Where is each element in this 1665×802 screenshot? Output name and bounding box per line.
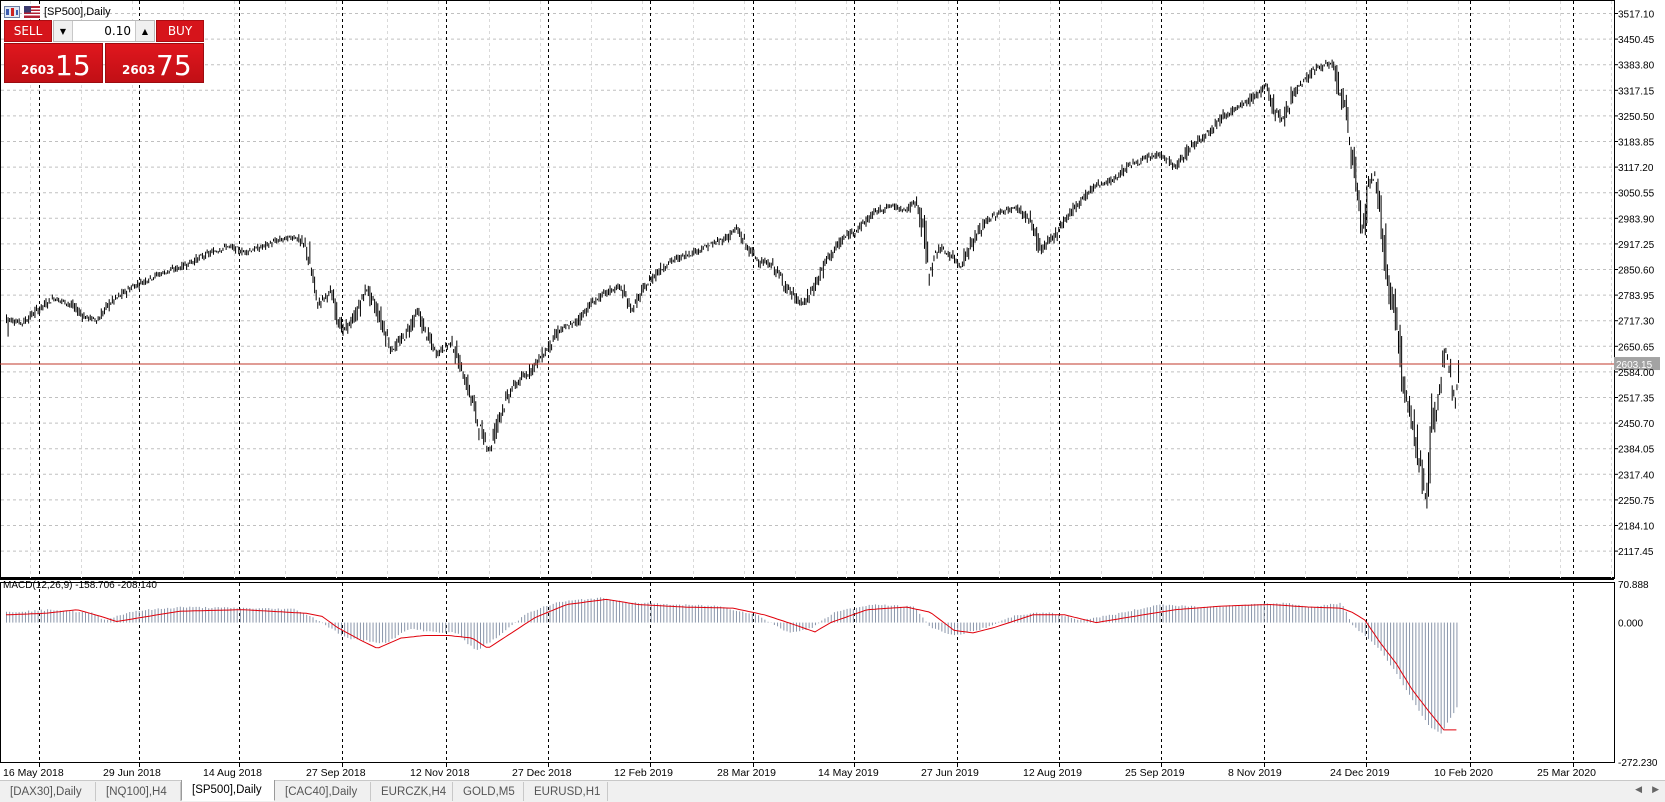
x-tick-label: 27 Sep 2018 [306,767,366,779]
y-tick-label: 2717.30 [1618,317,1655,328]
x-tick-label: 12 Feb 2019 [614,767,673,779]
sell-price-button[interactable]: 2603 15 [4,43,103,83]
y-tick-label: 2184.10 [1618,522,1655,533]
y-tick-label: 3183.85 [1618,138,1655,149]
y-tick-label: 2317.40 [1618,470,1655,481]
tab-eurczk-h4[interactable]: EURCZK,H4 [371,782,453,801]
price-tag-bg [1614,357,1660,371]
tab-gold-m5[interactable]: GOLD,M5 [453,782,524,801]
volume-down-icon[interactable]: ▼ [54,21,73,41]
tab-scroll: ◀ ▶ [1635,784,1659,795]
sell-price-prefix: 2603 [21,63,55,77]
sell-price-pips: 15 [55,49,91,82]
y-tick-label: 2450.70 [1618,419,1655,430]
x-tick-label: 24 Dec 2019 [1330,767,1390,779]
tab-cac40-daily[interactable]: [CAC40],Daily [275,782,371,801]
x-tick-label: 29 Jun 2018 [103,767,161,779]
volume-up-icon[interactable]: ▲ [135,21,154,41]
x-tick-label: 8 Nov 2019 [1228,767,1282,779]
macd-y-tick-label: -272.230 [1618,758,1658,769]
y-tick-label: 3250.50 [1618,112,1655,123]
macd-y-tick-label: 70.888 [1618,580,1649,591]
chart-window-icon [4,6,20,18]
tab-dax30-daily[interactable]: [DAX30],Daily [0,782,96,801]
volume-input[interactable]: 0.10 [104,24,131,38]
chart-title-text: [SP500],Daily [44,6,111,18]
y-tick-label: 2250.75 [1618,496,1655,507]
chart-tab-bar: [DAX30],Daily [NQ100],H4 [SP500],Daily [… [0,780,1665,802]
one-click-trading-panel: SELL ▼ 0.10 ▲ BUY 2603 15 2603 75 [4,20,204,84]
x-tick-label: 27 Jun 2019 [921,767,979,779]
y-tick-label: 2384.05 [1618,445,1655,456]
x-tick-label: 25 Sep 2019 [1125,767,1185,779]
x-tick-label: 14 Aug 2018 [203,767,262,779]
trade-controls: SELL ▼ 0.10 ▲ BUY [4,20,204,42]
macd-y-tick-label: 0.000 [1618,619,1643,630]
y-tick-label: 3517.10 [1618,10,1655,21]
y-tick-label: 3317.15 [1618,86,1655,97]
scroll-left-icon[interactable]: ◀ [1635,784,1643,794]
y-tick-label: 2517.35 [1618,394,1655,405]
axes: 3517.10 3450.45 3383.80 3317.15 3250.50 3183.… [3,10,1658,780]
y-tick-label: 3050.55 [1618,189,1655,200]
buy-price-prefix: 2603 [122,63,156,77]
buy-price-pips: 75 [156,49,192,82]
x-tick-label: 25 Mar 2020 [1537,767,1596,779]
volume-stepper[interactable]: ▼ 0.10 ▲ [53,20,155,42]
price-candles [6,59,1460,509]
macd-indicator-label: MACD(12,26,9) -158.706 -208.140 [3,580,157,591]
y-tick-label: 2584.00 [1618,368,1655,379]
y-tick-label: 3383.80 [1618,61,1655,72]
macd-signal [5,598,1457,731]
tab-sp500-daily[interactable]: [SP500],Daily [181,780,275,801]
y-tick-label: 2783.95 [1618,291,1655,302]
x-tick-label: 28 Mar 2019 [717,767,776,779]
y-tick-label: 2850.60 [1618,266,1655,277]
y-tick-label: 2983.90 [1618,214,1655,225]
buy-price-button[interactable]: 2603 75 [105,43,204,83]
y-tick-label: 3117.20 [1618,163,1654,174]
grid [0,0,1615,763]
scroll-right-icon[interactable]: ▶ [1652,784,1659,794]
buy-button[interactable]: BUY [156,20,204,42]
macd-histogram [6,597,1458,734]
tab-nq100-h4[interactable]: [NQ100],H4 [96,782,181,801]
sell-button[interactable]: SELL [4,20,52,42]
flag-icon [24,6,40,18]
x-tick-label: 27 Dec 2018 [512,767,572,779]
chart-title: [SP500],Daily [4,4,111,20]
x-tick-label: 10 Feb 2020 [1434,767,1493,779]
y-tick-label: 3450.45 [1618,35,1655,46]
y-tick-label: 2117.45 [1618,547,1654,558]
x-tick-label: 16 May 2018 [3,767,64,779]
current-price-tag: 2603.15 [1616,360,1653,371]
x-tick-label: 12 Aug 2019 [1023,767,1082,779]
macd-signal-line [5,598,1457,731]
y-tick-label: 2917.25 [1618,240,1655,251]
x-tick-label: 12 Nov 2018 [410,767,470,779]
bid-line: 2603.15 [0,357,1660,371]
chart-area[interactable]: 2603.15 3517.10 3450.45 3383.80 3317.15 3250… [0,0,1665,780]
x-tick-label: 14 May 2019 [818,767,879,779]
y-tick-label: 2650.65 [1618,342,1655,353]
macd-panel-frame [0,582,1615,763]
tab-eurusd-h1[interactable]: EURUSD,H1 [524,782,608,801]
